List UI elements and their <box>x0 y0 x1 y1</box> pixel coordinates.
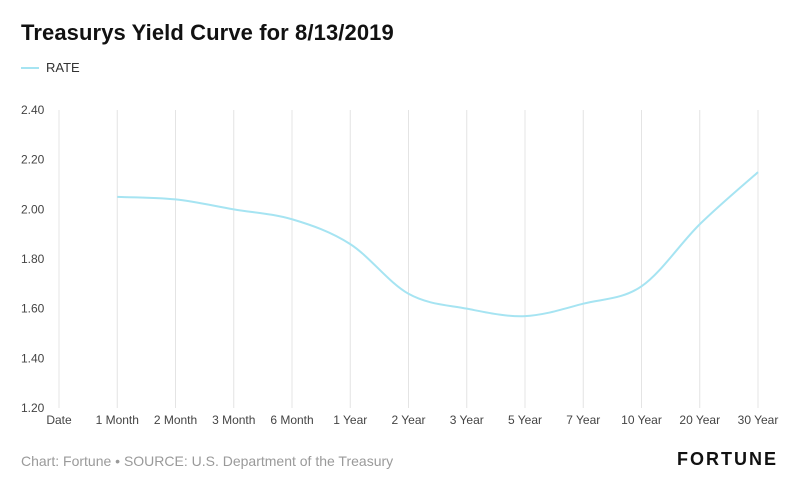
x-tick-label: 20 Year <box>679 413 720 427</box>
y-tick-label: 1.80 <box>21 252 45 266</box>
x-tick-label: Date <box>46 413 72 427</box>
x-tick-label: 5 Year <box>508 413 542 427</box>
legend-swatch-rate <box>21 66 39 69</box>
y-tick-label: 1.20 <box>21 401 45 415</box>
x-tick-label: 3 Month <box>212 413 255 427</box>
x-tick-label: 7 Year <box>566 413 600 427</box>
y-tick-label: 1.60 <box>21 302 45 316</box>
y-tick-label: 2.40 <box>21 103 45 117</box>
y-tick-label: 1.40 <box>21 351 45 365</box>
x-tick-label: 3 Year <box>450 413 484 427</box>
fortune-logo: FORTUNE <box>677 449 778 469</box>
x-tick-label: 1 Year <box>333 413 367 427</box>
x-tick-label: 10 Year <box>621 413 662 427</box>
x-tick-label: 2 Month <box>154 413 197 427</box>
legend-label-rate: RATE <box>46 60 80 75</box>
x-tick-label: 6 Month <box>270 413 313 427</box>
x-tick-label: 30 Year <box>738 413 779 427</box>
legend: RATE <box>21 60 80 75</box>
x-tick-label: 2 Year <box>391 413 425 427</box>
y-tick-label: 2.00 <box>21 202 45 216</box>
y-tick-label: 2.20 <box>21 153 45 167</box>
x-tick-label: 1 Month <box>96 413 139 427</box>
series-line-rate <box>117 171 759 318</box>
chart-source-note: Chart: Fortune • SOURCE: U.S. Department… <box>21 453 394 469</box>
chart-title: Treasurys Yield Curve for 8/13/2019 <box>21 20 394 45</box>
